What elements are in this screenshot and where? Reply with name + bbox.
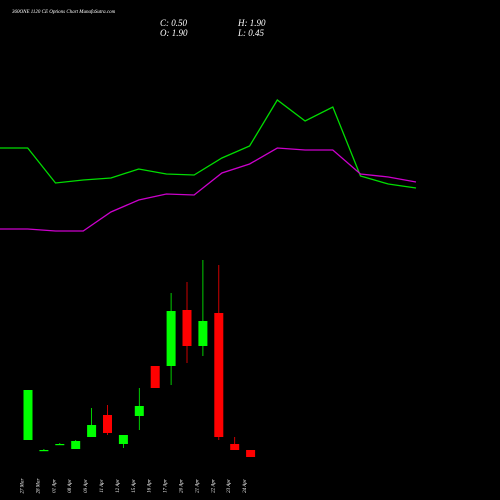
x-tick-label: 23 Apr (227, 479, 232, 493)
chart-title: 360ONE 1120 CE Options Chart MunafaSutra… (12, 10, 116, 15)
moving-average-line (0, 147, 417, 232)
low-label: L: 0.45 (237, 28, 265, 38)
x-tick-label: 12 Apr (116, 479, 121, 493)
moving-average-line (0, 99, 417, 189)
x-tick-label: 09 Apr (84, 479, 89, 493)
candle-body (55, 444, 65, 446)
x-tick-label: 11 Apr (100, 479, 105, 492)
x-tick-label: 17 Apr (164, 479, 169, 493)
x-tick-label: 08 Apr (68, 479, 73, 493)
candle-body (214, 313, 224, 437)
x-tick-label: 27 Mar (21, 479, 26, 494)
high-label: H: 1.90 (237, 18, 266, 28)
candle-body (198, 321, 208, 346)
candle-body (166, 311, 176, 366)
close-label: C: 0.50 (160, 18, 188, 28)
x-tick-label: 28 Mar (36, 479, 41, 494)
candle-body (39, 450, 49, 452)
candle-body (246, 450, 256, 457)
candle-body (182, 310, 192, 346)
candle-body (71, 441, 81, 449)
candle-body (134, 406, 144, 416)
candle-body (87, 425, 97, 437)
x-tick-label: 15 Apr (132, 479, 137, 493)
open-label: O: 1.90 (160, 28, 188, 38)
x-tick-label: 16 Apr (148, 479, 153, 493)
candle-body (103, 415, 112, 433)
candle-body (23, 390, 33, 440)
candle-body (150, 366, 160, 388)
candle-body (230, 444, 240, 450)
x-tick-label: 01 Apr (52, 479, 57, 493)
x-tick-label: 22 Apr (211, 479, 216, 493)
x-tick-label: 21 Apr (195, 479, 200, 493)
candle-body (118, 435, 128, 444)
x-tick-label: 20 Apr (180, 479, 185, 493)
x-tick-label: 24 Apr (243, 479, 248, 493)
